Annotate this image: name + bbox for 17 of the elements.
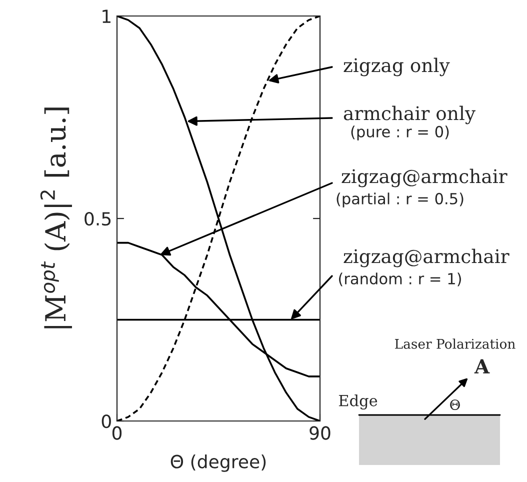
- annotation: zigzag only: [344, 58, 450, 76]
- annotation: armchair only: [344, 106, 476, 124]
- text: Edge: [338, 394, 378, 410]
- text: (pure : r = 0): [351, 126, 449, 140]
- text: (partial : r = 0.5): [336, 192, 464, 208]
- x-axis-title: Θ (degree): [170, 454, 266, 472]
- text: Θ: [450, 400, 460, 410]
- y-tick-label: 0.5: [84, 212, 111, 226]
- annotation: zigzag@armchair: [342, 168, 508, 188]
- y-tick-label: 1: [102, 10, 110, 23]
- text: (random : r = 1): [339, 272, 461, 286]
- x-tick-label: 90: [310, 426, 330, 440]
- annotation: zigzag@armchair: [344, 248, 510, 268]
- y-axis-title: |M$^{opt}$ (A)|$^{2}$ [a.u.]: [40, 108, 72, 328]
- text: Laser Polarization: [395, 338, 516, 349]
- text: A: [474, 359, 490, 374]
- y-tick-label: 0: [102, 414, 111, 428]
